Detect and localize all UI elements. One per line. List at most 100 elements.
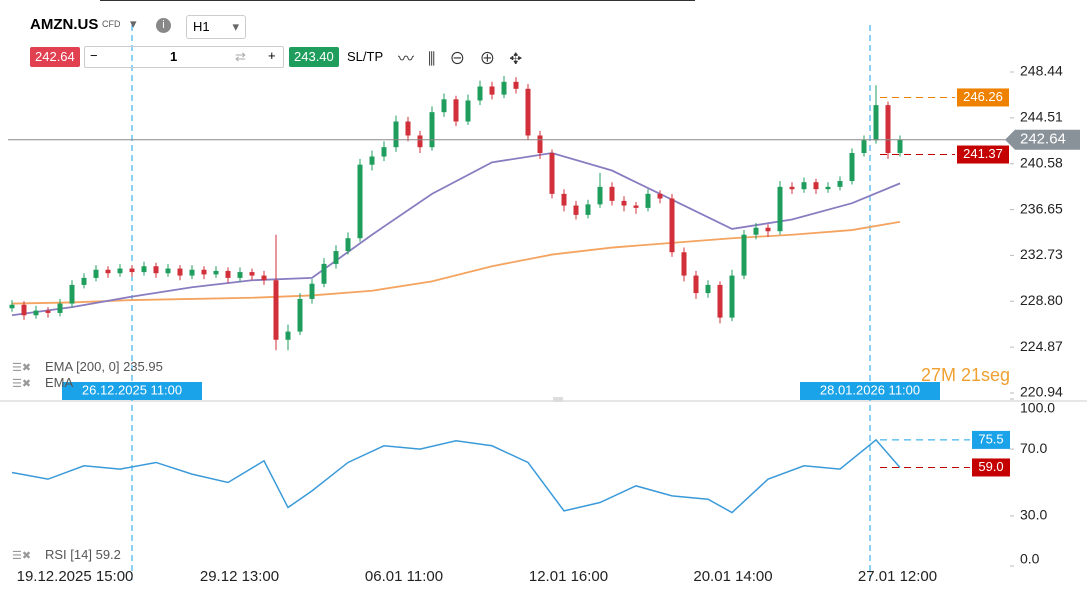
candle-body bbox=[9, 304, 15, 309]
plus[interactable]: + bbox=[268, 48, 276, 63]
y-tick-label: 240.58 bbox=[1020, 154, 1063, 170]
legend-entry: EMA bbox=[45, 375, 74, 390]
y-tick-label: 70.0 bbox=[1020, 440, 1047, 456]
candle-body bbox=[753, 227, 759, 235]
chart-tools[interactable]: 〰⫼⊖⊕✥ bbox=[398, 51, 537, 68]
candle-body bbox=[873, 105, 879, 141]
candle-body bbox=[765, 227, 771, 232]
candle-body bbox=[309, 283, 315, 299]
x-tick-label: 12.01 16:00 bbox=[529, 568, 608, 585]
candle-body bbox=[417, 135, 423, 148]
y-tick-label: 244.51 bbox=[1020, 109, 1063, 125]
candle-body bbox=[669, 198, 675, 253]
candle-body bbox=[69, 284, 75, 304]
candle-body bbox=[609, 186, 615, 201]
y-tick-label: 232.73 bbox=[1020, 246, 1063, 262]
candle-body bbox=[801, 182, 807, 190]
legend-icon: ☰✖ bbox=[12, 550, 31, 562]
legend-icon: ☰✖ bbox=[12, 378, 31, 390]
info-icon[interactable]: i bbox=[156, 18, 171, 33]
candle-body bbox=[537, 135, 543, 154]
timeframe-select[interactable]: H1 ▾ bbox=[186, 15, 246, 39]
sell-button[interactable]: 242.64 bbox=[30, 47, 80, 67]
symbol[interactable]: AMZN.US bbox=[30, 16, 99, 33]
candle-body bbox=[789, 186, 795, 190]
candle-body bbox=[213, 270, 219, 275]
candle-body bbox=[81, 277, 87, 285]
divider-handle[interactable] bbox=[553, 397, 563, 402]
candle-body bbox=[489, 86, 495, 95]
y-tick-label: 0.0 bbox=[1020, 551, 1040, 567]
candle-body bbox=[33, 310, 39, 316]
candle-body bbox=[621, 200, 627, 206]
candle-body bbox=[897, 139, 903, 154]
candle-body bbox=[453, 99, 459, 122]
candle-body bbox=[813, 182, 819, 190]
timer: 27M 21seg bbox=[921, 365, 1010, 385]
candle-body bbox=[141, 266, 147, 273]
legend-value: 235.95 bbox=[123, 359, 163, 374]
candle-body bbox=[861, 140, 867, 154]
candle-body bbox=[549, 153, 555, 194]
candle-body bbox=[249, 272, 255, 276]
crosshair-label: 28.01.2026 11:00 bbox=[820, 382, 920, 397]
legend-name: RSI [14] bbox=[45, 547, 92, 562]
candle-body bbox=[465, 100, 471, 122]
candle-body bbox=[513, 81, 519, 89]
candle-body bbox=[429, 112, 435, 148]
timeframe: H1 bbox=[193, 19, 210, 34]
candle-body bbox=[645, 193, 651, 208]
x-tick-label: 19.12.2025 15:00 bbox=[17, 568, 134, 585]
current-price-label: 242.64 bbox=[1020, 131, 1066, 148]
candle-body bbox=[357, 164, 363, 239]
candle-body bbox=[501, 81, 507, 95]
candle-body bbox=[525, 88, 531, 136]
candle-body bbox=[681, 252, 687, 276]
crosshair-label-bg bbox=[62, 382, 202, 400]
minus[interactable]: − bbox=[90, 48, 98, 63]
crosshair-label-bg bbox=[800, 382, 940, 400]
candle-body bbox=[333, 251, 339, 264]
candle-body bbox=[597, 186, 603, 205]
x-tick-label: 06.01 11:00 bbox=[365, 568, 443, 585]
candle-body bbox=[177, 268, 183, 276]
candle-body bbox=[477, 86, 483, 101]
y-tick-label: 100.0 bbox=[1020, 400, 1055, 416]
x-tick-label: 20.01 14:00 bbox=[693, 568, 772, 585]
legend-value: 59.2 bbox=[96, 547, 121, 562]
current-price-tag bbox=[1005, 129, 1080, 150]
candle-body bbox=[93, 269, 99, 278]
candle-body bbox=[369, 156, 375, 165]
y-tick-label: 220.94 bbox=[1020, 384, 1063, 400]
candle-body bbox=[321, 263, 327, 284]
symbol-dropdown[interactable]: ▾ bbox=[130, 16, 137, 31]
rsi-line bbox=[11, 438, 901, 514]
crosshair-label: 26.12.2025 11:00 bbox=[82, 382, 182, 397]
y-tick-label: 236.65 bbox=[1020, 200, 1063, 216]
sl-tp[interactable]: SL/TP bbox=[347, 49, 384, 64]
legend-entry: EMA [200, 0] 235.95 bbox=[45, 359, 163, 374]
candle-body bbox=[189, 269, 195, 276]
buy-button[interactable]: 243.40 bbox=[289, 47, 339, 67]
candle-body bbox=[345, 238, 351, 252]
candle-body bbox=[441, 99, 447, 113]
candle-body bbox=[261, 275, 267, 281]
instrument-type: CFD bbox=[102, 19, 121, 29]
candle-body bbox=[297, 298, 303, 332]
candle-body bbox=[57, 303, 63, 313]
candle-body bbox=[849, 153, 855, 182]
candle-body bbox=[837, 181, 843, 187]
candle-body bbox=[693, 275, 699, 294]
ema-line bbox=[11, 152, 901, 317]
candle-body bbox=[165, 268, 171, 274]
candle-body bbox=[657, 193, 663, 199]
y-tick-label: 248.44 bbox=[1020, 63, 1063, 79]
candle-body bbox=[45, 310, 51, 313]
legend-entry: RSI [14] 59.2 bbox=[45, 547, 121, 562]
swap-icon[interactable]: ⇄ bbox=[235, 49, 246, 64]
marker-tag bbox=[957, 88, 1009, 107]
candle-body bbox=[825, 186, 831, 190]
quantity[interactable]: 1 bbox=[170, 49, 178, 64]
